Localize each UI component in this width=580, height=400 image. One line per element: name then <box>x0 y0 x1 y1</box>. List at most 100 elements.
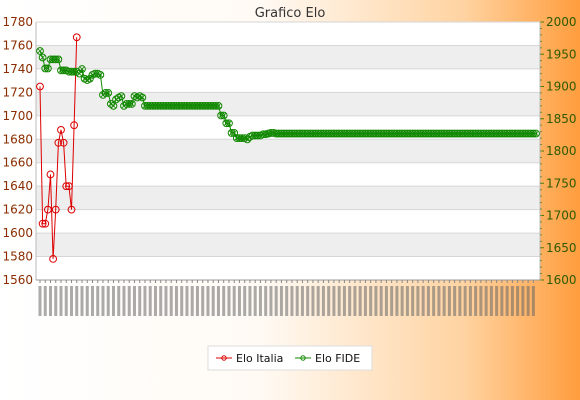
x-tick-label <box>363 286 367 316</box>
data-point <box>358 129 367 138</box>
legend-box <box>207 345 373 371</box>
data-point <box>285 129 294 138</box>
data-point <box>172 101 181 110</box>
data-point <box>416 129 425 138</box>
data-point <box>54 138 63 147</box>
x-tick-label <box>227 286 231 316</box>
data-point <box>408 129 417 138</box>
x-tick-label <box>426 286 430 316</box>
x-tick-label <box>453 286 457 316</box>
data-point <box>301 129 309 138</box>
legend-label: Elo FIDE <box>315 352 360 365</box>
data-point <box>474 129 483 138</box>
data-point <box>96 70 105 79</box>
data-point <box>393 129 401 138</box>
data-point <box>54 55 63 64</box>
data-point <box>49 254 58 263</box>
x-tick-label <box>48 286 52 316</box>
data-point <box>414 129 422 138</box>
data-point <box>369 129 378 138</box>
data-point <box>243 135 252 144</box>
x-tick-label <box>148 286 152 316</box>
data-point <box>395 129 404 138</box>
data-point-x <box>226 120 232 126</box>
x-tick-label <box>353 286 357 316</box>
x-tick-label <box>500 286 504 316</box>
data-point <box>109 101 118 110</box>
data-point <box>293 129 302 138</box>
x-tick-label <box>279 286 283 316</box>
data-point <box>448 129 456 138</box>
data-point <box>46 55 55 64</box>
data-point-x <box>118 93 124 99</box>
data-point <box>214 101 223 110</box>
plot-band <box>36 139 540 163</box>
data-point <box>411 129 420 138</box>
x-tick-label <box>390 286 394 316</box>
x-tick-label <box>190 286 194 316</box>
data-point <box>209 101 218 110</box>
x-tick-label <box>321 286 325 316</box>
data-point <box>282 129 291 138</box>
x-tick-label <box>306 286 310 316</box>
data-point <box>62 182 71 191</box>
data-point <box>259 130 267 139</box>
series-0 <box>36 33 81 263</box>
data-point <box>309 129 317 138</box>
data-point <box>64 182 73 191</box>
data-point <box>521 129 530 138</box>
x-tick-label <box>159 286 163 316</box>
data-point <box>267 129 275 137</box>
data-point <box>295 129 304 138</box>
data-point <box>70 121 79 130</box>
data-point <box>387 129 396 138</box>
series-1 <box>36 47 540 144</box>
series-layer <box>36 33 540 263</box>
x-tick-label <box>458 286 462 316</box>
x-tick-label <box>54 286 58 316</box>
data-point <box>122 100 131 108</box>
data-point <box>188 101 197 110</box>
data-point <box>330 129 338 138</box>
x-tick-label <box>327 286 331 316</box>
data-point <box>64 67 73 76</box>
data-point <box>169 101 178 110</box>
x-tick-label <box>274 286 278 316</box>
data-point <box>503 129 512 138</box>
x-tick-label <box>174 286 178 316</box>
data-point <box>348 129 357 138</box>
y-right-tick-label: 1600 <box>546 273 577 287</box>
data-point <box>206 101 215 110</box>
legend: Elo Italia Elo FIDE <box>207 345 373 371</box>
data-point <box>36 82 44 91</box>
data-point <box>345 129 354 138</box>
data-point <box>461 129 470 138</box>
data-point <box>469 129 477 138</box>
data-point-x <box>79 66 85 72</box>
x-tick-label <box>64 286 68 316</box>
data-point <box>332 129 341 138</box>
data-point-x <box>110 103 116 109</box>
data-point <box>67 205 76 214</box>
data-point <box>78 65 86 73</box>
x-tick-label <box>106 286 110 316</box>
data-point-x <box>139 94 145 100</box>
data-point <box>127 100 136 108</box>
data-point <box>303 129 312 138</box>
data-point-x <box>129 101 135 107</box>
data-point <box>361 129 370 138</box>
data-point <box>385 129 393 138</box>
data-point-x <box>215 103 221 109</box>
data-point <box>148 101 157 110</box>
y-right-tick-label: 1900 <box>546 80 577 94</box>
x-axis-ticks <box>36 279 540 316</box>
data-point <box>311 129 320 138</box>
x-tick-label <box>111 286 115 316</box>
x-tick-label <box>75 286 79 316</box>
data-point <box>183 101 191 110</box>
data-point <box>482 129 491 138</box>
x-tick-label <box>85 286 89 316</box>
data-point <box>335 129 344 138</box>
y-left-tick-label: 1620 <box>2 203 33 217</box>
